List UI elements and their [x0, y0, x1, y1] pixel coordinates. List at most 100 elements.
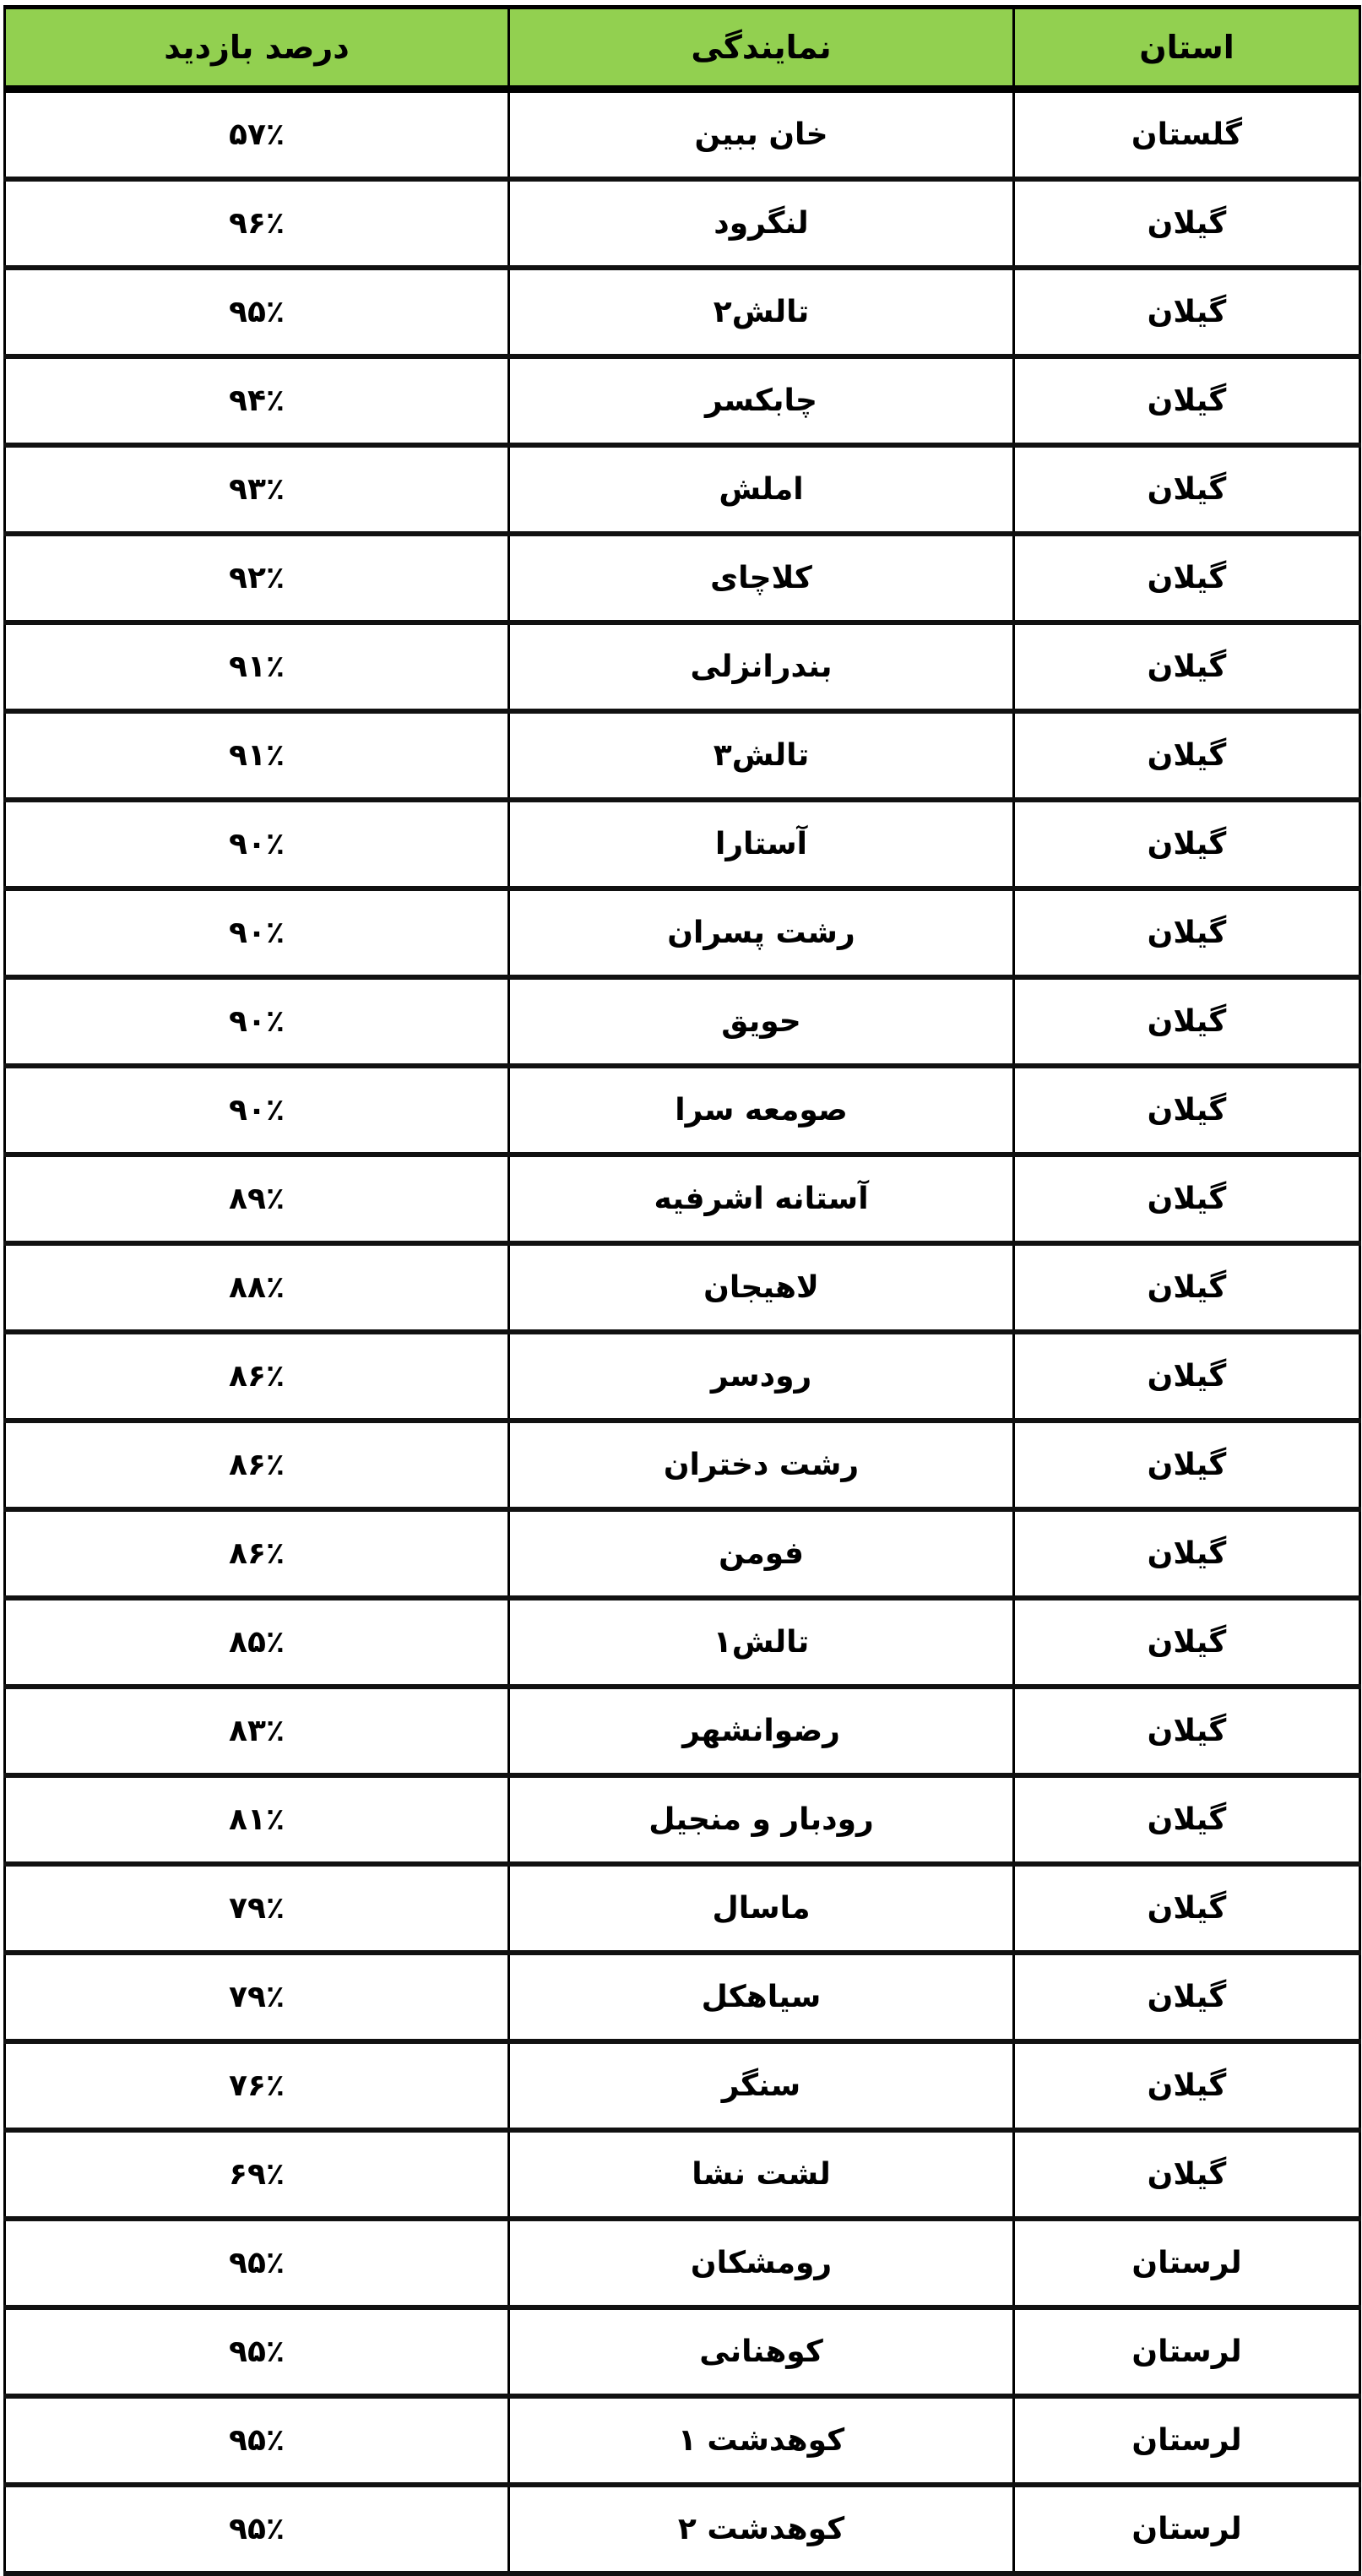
cell-province: گلستان: [1012, 89, 1361, 182]
table-row: گیلان تالش۲ ۹۵٪: [3, 268, 1361, 359]
cell-province: گیلان: [1012, 622, 1361, 714]
cell-visit-percent: ۹۴٪: [3, 356, 510, 448]
cell-constituency: تالش۱: [507, 1598, 1015, 1689]
table-row: گیلان رودبار و منجیل ۸۱٪: [3, 1775, 1361, 1867]
table-row: گیلان تالش۳ ۹۱٪: [3, 711, 1361, 802]
table-row: گیلان حویق ۹۰٪: [3, 977, 1361, 1068]
cell-province: گیلان: [1012, 889, 1361, 980]
cell-province: گیلان: [1012, 800, 1361, 891]
cell-visit-percent: ۸۶٪: [3, 1332, 510, 1423]
table-row: گیلان سیاهکل ۷۹٪: [3, 1953, 1361, 2044]
cell-visit-percent: ۹۶٪: [3, 179, 510, 270]
cell-visit-percent: ۸۹٪: [3, 1155, 510, 1246]
cell-constituency: چابکسر: [507, 356, 1015, 448]
table-row: لرستان رومشکان ۹۵٪: [3, 2219, 1361, 2310]
cell-visit-percent: ۸۸٪: [3, 1243, 510, 1334]
cell-constituency: فومن: [507, 1509, 1015, 1600]
cell-constituency: رودبار و منجیل: [507, 1775, 1015, 1867]
table-row: گلستان خان ببین ۵۷٪: [3, 89, 1361, 182]
cell-province: گیلان: [1012, 1509, 1361, 1600]
table-row: گیلان رودسر ۸۶٪: [3, 1332, 1361, 1423]
cell-constituency: سیاهکل: [507, 1953, 1015, 2044]
cell-province: گیلان: [1012, 1598, 1361, 1689]
cell-constituency: آستانه اشرفیه: [507, 1155, 1015, 1246]
cell-province: گیلان: [1012, 356, 1361, 448]
cell-province: گیلان: [1012, 1687, 1361, 1778]
cell-visit-percent: ۷۹٪: [3, 1864, 510, 1955]
cell-visit-percent: ۹۰٪: [3, 800, 510, 891]
header-row: استان نمایندگی درصد بازدید: [3, 5, 1361, 93]
table-row: گیلان رشت دختران ۸۶٪: [3, 1421, 1361, 1512]
cell-visit-percent: ۸۶٪: [3, 1421, 510, 1512]
header-visit-percent: درصد بازدید: [3, 5, 510, 93]
cell-constituency: خان ببین: [507, 89, 1015, 182]
cell-constituency: رومشکان: [507, 2219, 1015, 2310]
cell-visit-percent: ۹۱٪: [3, 622, 510, 714]
cell-constituency: بندرانزلی: [507, 622, 1015, 714]
cell-visit-percent: ۷۶٪: [3, 2041, 510, 2133]
cell-visit-percent: ۹۰٪: [3, 977, 510, 1068]
table-row: گیلان آستانه اشرفیه ۸۹٪: [3, 1155, 1361, 1246]
cell-visit-percent: ۹۵٪: [3, 2307, 510, 2399]
cell-province: لرستان: [1012, 2307, 1361, 2399]
cell-province: گیلان: [1012, 268, 1361, 359]
cell-visit-percent: ۹۵٪: [3, 2396, 510, 2487]
cell-province: گیلان: [1012, 2041, 1361, 2133]
header-constituency: نمایندگی: [507, 5, 1015, 93]
header-province: استان: [1012, 5, 1361, 93]
cell-constituency: لاهیجان: [507, 1243, 1015, 1334]
cell-constituency: رشت پسران: [507, 889, 1015, 980]
cell-visit-percent: ۹۳٪: [3, 445, 510, 536]
cell-province: گیلان: [1012, 534, 1361, 625]
cell-constituency: تالش۲: [507, 268, 1015, 359]
cell-visit-percent: ۹۲٪: [3, 534, 510, 625]
cell-province: لرستان: [1012, 2396, 1361, 2487]
table-row: گیلان رشت پسران ۹۰٪: [3, 889, 1361, 980]
cell-visit-percent: ۹۵٪: [3, 2485, 510, 2576]
cell-visit-percent: ۷۹٪: [3, 1953, 510, 2044]
cell-constituency: کوهنانی: [507, 2307, 1015, 2399]
cell-province: گیلان: [1012, 1243, 1361, 1334]
table-row: گیلان بندرانزلی ۹۱٪: [3, 622, 1361, 714]
cell-visit-percent: ۸۱٪: [3, 1775, 510, 1867]
table-row: گیلان چابکسر ۹۴٪: [3, 356, 1361, 448]
cell-province: گیلان: [1012, 1421, 1361, 1512]
cell-constituency: سنگر: [507, 2041, 1015, 2133]
table-row: گیلان ماسال ۷۹٪: [3, 1864, 1361, 1955]
cell-constituency: کوهدشت ۱: [507, 2396, 1015, 2487]
cell-constituency: حویق: [507, 977, 1015, 1068]
cell-province: گیلان: [1012, 1155, 1361, 1246]
cell-province: گیلان: [1012, 711, 1361, 802]
cell-constituency: رضوانشهر: [507, 1687, 1015, 1778]
cell-province: گیلان: [1012, 1332, 1361, 1423]
table-row: گیلان لنگرود ۹۶٪: [3, 179, 1361, 270]
table-row: لرستان کوهنانی ۹۵٪: [3, 2307, 1361, 2399]
cell-constituency: کوهدشت ۲: [507, 2485, 1015, 2576]
cell-province: گیلان: [1012, 1864, 1361, 1955]
cell-visit-percent: ۹۵٪: [3, 2219, 510, 2310]
table-row: گیلان سنگر ۷۶٪: [3, 2041, 1361, 2133]
cell-constituency: لشت نشا: [507, 2130, 1015, 2221]
table-row: گیلان آستارا ۹۰٪: [3, 800, 1361, 891]
cell-constituency: رودسر: [507, 1332, 1015, 1423]
table-row: لرستان کوهدشت ۲ ۹۵٪: [3, 2485, 1361, 2576]
cell-visit-percent: ۹۱٪: [3, 711, 510, 802]
cell-visit-percent: ۵۷٪: [3, 89, 510, 182]
cell-province: گیلان: [1012, 977, 1361, 1068]
cell-province: گیلان: [1012, 1066, 1361, 1157]
table-row: گیلان لاهیجان ۸۸٪: [3, 1243, 1361, 1334]
cell-constituency: املش: [507, 445, 1015, 536]
table-row: لرستان کوهدشت ۱ ۹۵٪: [3, 2396, 1361, 2487]
table-row: گیلان فومن ۸۶٪: [3, 1509, 1361, 1600]
cell-constituency: رشت دختران: [507, 1421, 1015, 1512]
cell-constituency: صومعه سرا: [507, 1066, 1015, 1157]
table-row: گیلان رضوانشهر ۸۳٪: [3, 1687, 1361, 1778]
table-row: گیلان لشت نشا ۶۹٪: [3, 2130, 1361, 2221]
table-row: گیلان املش ۹۳٪: [3, 445, 1361, 536]
cell-visit-percent: ۹۵٪: [3, 268, 510, 359]
cell-province: لرستان: [1012, 2485, 1361, 2576]
cell-province: لرستان: [1012, 2219, 1361, 2310]
cell-province: گیلان: [1012, 1775, 1361, 1867]
table-row: گیلان کلاچای ۹۲٪: [3, 534, 1361, 625]
cell-visit-percent: ۹۰٪: [3, 1066, 510, 1157]
